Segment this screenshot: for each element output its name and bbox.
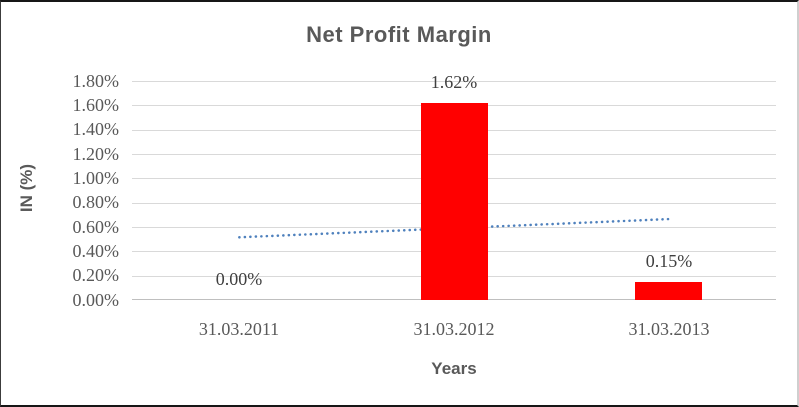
y-tick-label: 1.80% [72, 71, 120, 91]
y-tick-label: 1.40% [72, 119, 120, 139]
gridline [132, 81, 776, 82]
plot-area: 0.00% 1.62% 0.15% [132, 73, 776, 300]
data-label: 0.15% [645, 251, 693, 271]
y-tick-label: 1.20% [72, 144, 120, 164]
bar-31.03.2013 [635, 282, 702, 300]
y-tick-label: 1.00% [72, 168, 120, 188]
y-tick-label: 0.60% [72, 217, 120, 237]
data-label: 1.62% [430, 72, 478, 92]
x-tick-label: 31.03.2012 [413, 319, 495, 339]
x-tick-label: 31.03.2011 [198, 319, 280, 339]
x-axis-title: Years [431, 359, 477, 378]
chart-title: Net Profit Margin [306, 22, 492, 47]
y-tick-label: 0.20% [72, 265, 120, 285]
bar-31.03.2012 [421, 103, 488, 300]
y-tick-label: 1.60% [72, 95, 120, 115]
y-tick-label: 0.00% [72, 290, 120, 310]
y-axis-tick-labels: 1.80% 1.60% 1.40% 1.20% 1.00% 0.80% 0.60% 0.40%… [1, 72, 120, 310]
y-tick-label: 0.80% [72, 192, 120, 212]
data-label: 0.00% [215, 269, 263, 289]
x-tick-label: 31.03.2013 [628, 319, 710, 339]
y-tick-label: 0.40% [72, 241, 120, 261]
